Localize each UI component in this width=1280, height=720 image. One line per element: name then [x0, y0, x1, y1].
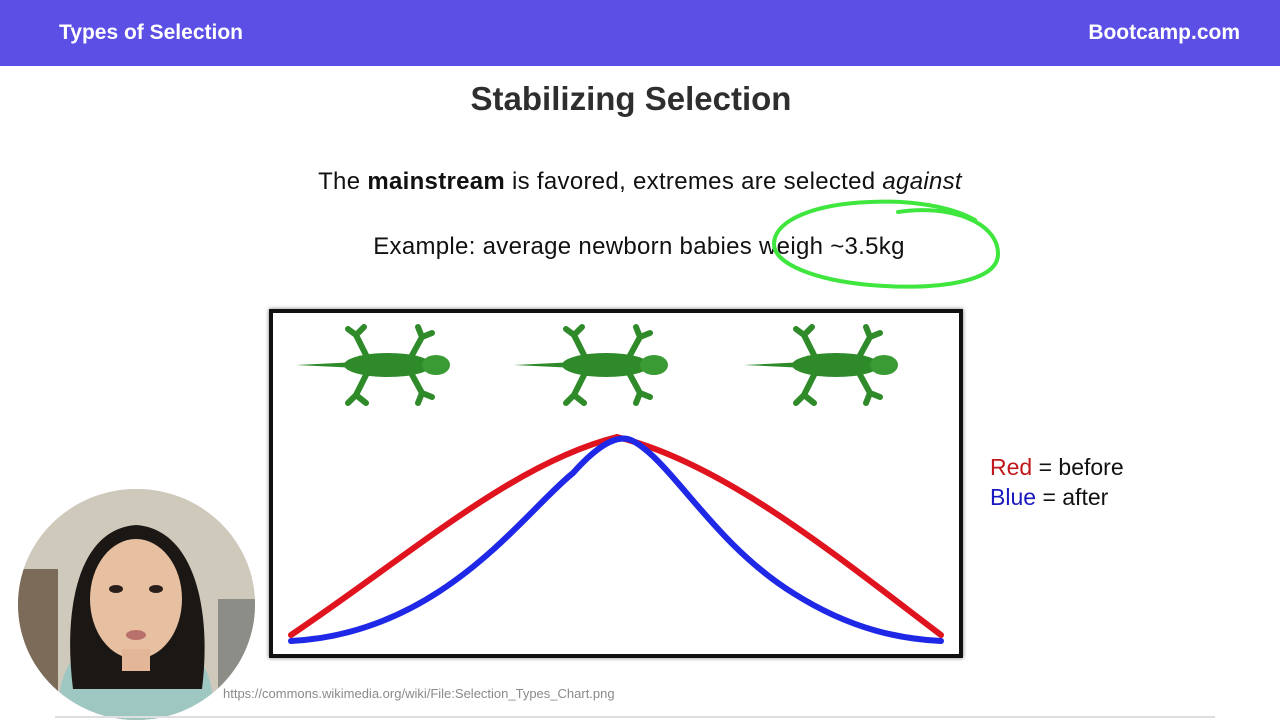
- annotation-circle: [771, 199, 1001, 289]
- legend-after: Blue = after: [990, 482, 1124, 512]
- brand-name: Bootcamp.com: [1088, 21, 1240, 44]
- selection-curves: [288, 313, 944, 644]
- lizard-icon: [744, 327, 898, 403]
- selection-figure: [269, 309, 963, 658]
- statement-middle: is favored, extremes are selected: [512, 168, 876, 195]
- lizard-icon: [514, 327, 668, 403]
- lizard-icon: [296, 327, 450, 403]
- statement-prefix: The: [318, 168, 361, 195]
- presenter-webcam: [18, 489, 255, 720]
- slide-header: Types of Selection Bootcamp.com: [0, 0, 1280, 66]
- statement-text: The mainstream is favored, extremes are …: [0, 168, 1280, 196]
- presenter-avatar: [18, 489, 255, 720]
- curve-legend: Red = before Blue = after: [990, 452, 1124, 512]
- slide-title: Stabilizing Selection: [470, 80, 792, 117]
- after-curve: [288, 435, 944, 644]
- before-curve: [288, 433, 944, 638]
- statement-emphasis: mainstream: [367, 168, 506, 195]
- bottom-divider: [55, 716, 1215, 718]
- legend-blue-text: = after: [1042, 484, 1109, 510]
- header-title: Types of Selection: [59, 21, 243, 44]
- legend-blue-label: Blue: [990, 484, 1037, 510]
- statement-italic: against: [882, 168, 962, 195]
- legend-red-label: Red: [990, 454, 1033, 480]
- image-source: https://commons.wikimedia.org/wiki/File:…: [223, 686, 615, 701]
- legend-before: Red = before: [990, 452, 1124, 482]
- legend-red-text: = before: [1038, 454, 1124, 480]
- example-text: Example: average newborn babies weigh ~3…: [373, 233, 905, 260]
